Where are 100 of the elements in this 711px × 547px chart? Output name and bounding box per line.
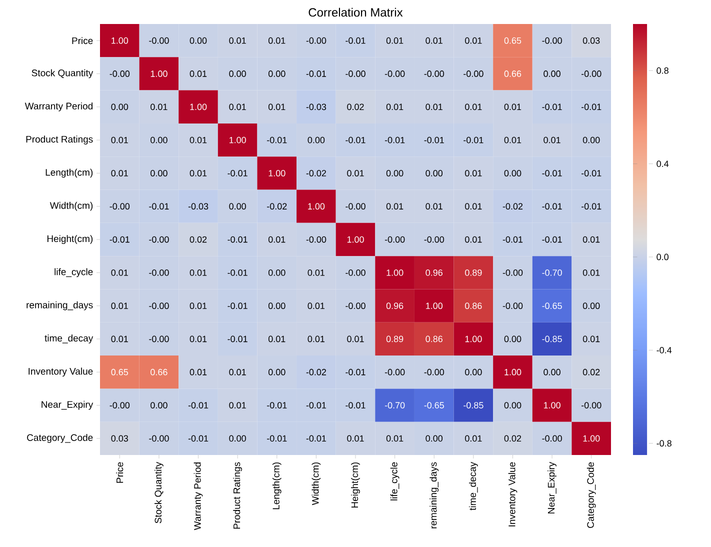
data-label: -0.00 (384, 368, 405, 376)
data-label: 0.00 (426, 170, 443, 176)
data-label: -0.70 (542, 269, 562, 276)
data-label: 0.89 (386, 336, 404, 342)
data-label: 0.00 (268, 269, 286, 276)
y-tick-label: Category_Code (27, 434, 93, 443)
data-label: 0.01 (308, 336, 325, 342)
data-label: -0.00 (502, 269, 523, 276)
data-label: 0.00 (268, 302, 286, 310)
data-label: 0.01 (347, 435, 364, 442)
color-bar-label: -0.4 (656, 346, 672, 354)
data-label: -0.01 (346, 37, 366, 44)
data-label: 1.00 (112, 37, 128, 44)
data-label: 0.03 (111, 435, 128, 442)
data-label: 0.01 (190, 368, 207, 376)
y-tick-label: time_decay (44, 334, 94, 344)
data-label: 0.86 (465, 302, 482, 310)
data-label: 0.01 (111, 170, 128, 176)
data-label: 0.01 (111, 136, 128, 144)
data-label: 0.01 (190, 336, 207, 342)
data-label: 1.00 (230, 136, 246, 144)
data-label: 0.00 (308, 136, 325, 144)
data-label: 0.02 (582, 368, 600, 376)
data-label: 0.01 (582, 236, 600, 243)
data-label: 0.02 (347, 104, 364, 110)
data-label: 0.00 (111, 104, 128, 110)
x-tick-label: Category_Code (586, 462, 596, 528)
y-tick-label: Near_Expiry (42, 400, 94, 410)
data-label: 0.01 (386, 104, 404, 110)
data-label: 0.01 (190, 170, 207, 176)
data-label: 0.00 (544, 70, 560, 77)
color-bar-label: 0.0 (656, 254, 669, 260)
data-label: 0.01 (268, 336, 286, 342)
data-label: 0.65 (111, 368, 128, 376)
data-label: 0.01 (111, 302, 128, 310)
data-label: -0.00 (149, 37, 169, 44)
data-label: -0.01 (346, 136, 366, 144)
data-label: -0.00 (346, 70, 366, 77)
data-label: 0.96 (426, 269, 442, 276)
y-tick-label: Length(cm) (46, 168, 93, 178)
data-label: 0.00 (582, 302, 600, 310)
x-tick-label: Width(cm) (312, 462, 321, 506)
data-label: -0.00 (424, 70, 444, 77)
data-label: -0.02 (306, 170, 326, 176)
data-label: -0.01 (306, 435, 326, 442)
data-label: -0.01 (228, 269, 248, 276)
data-label: 0.01 (465, 170, 482, 176)
data-label: 0.01 (190, 269, 207, 276)
data-label: -0.00 (384, 70, 405, 77)
data-label: -0.00 (149, 269, 169, 276)
data-label: -0.01 (424, 136, 444, 144)
data-label: 0.01 (582, 269, 600, 276)
data-label: 0.01 (229, 402, 246, 408)
data-label: -0.01 (582, 104, 602, 110)
data-label: 1.00 (150, 70, 168, 77)
y-tick-label: Inventory Value (28, 368, 93, 377)
data-label: -0.01 (582, 170, 602, 176)
data-label: -0.00 (149, 435, 169, 442)
data-label: -0.01 (464, 136, 484, 144)
data-label: -0.01 (228, 236, 248, 243)
data-label: -0.65 (424, 402, 444, 408)
data-label: -0.02 (502, 203, 523, 210)
data-label: -0.01 (188, 402, 208, 408)
data-label: -0.03 (306, 104, 326, 110)
data-label: -0.01 (542, 236, 562, 243)
data-label: 0.01 (504, 136, 522, 144)
data-label: 0.01 (347, 170, 364, 176)
data-label: -0.85 (542, 336, 562, 342)
data-label: 0.01 (111, 269, 128, 276)
data-label: -0.01 (228, 302, 248, 310)
data-label: 0.01 (308, 302, 325, 310)
data-label: 0.01 (426, 203, 442, 210)
data-label: 0.00 (150, 402, 168, 408)
y-tick-label: Height(cm) (47, 235, 93, 244)
color-bar-label: 0.8 (656, 67, 668, 74)
data-label: -0.00 (502, 302, 523, 310)
data-label: 0.86 (426, 336, 442, 342)
data-label: 0.01 (190, 302, 207, 310)
data-label: 0.00 (582, 136, 600, 144)
data-label: 0.66 (150, 368, 168, 376)
data-label: 0.00 (544, 368, 560, 376)
data-label: 0.00 (268, 70, 286, 77)
data-label: 0.01 (150, 104, 168, 110)
color-bar-label: 0.4 (656, 160, 669, 167)
data-label: 0.01 (386, 37, 404, 44)
y-tick-label: Stock Quantity (32, 69, 94, 78)
data-label: -0.01 (582, 203, 602, 210)
data-label: 0.01 (347, 336, 364, 342)
data-label: 0.01 (229, 37, 246, 44)
data-label: 0.89 (465, 269, 482, 276)
data-label: -0.00 (149, 236, 169, 243)
data-label: -0.01 (346, 368, 366, 376)
data-label: 0.00 (504, 402, 522, 408)
data-label: -0.00 (464, 70, 484, 77)
data-label: -0.00 (346, 203, 366, 210)
data-label: 0.00 (150, 136, 168, 144)
data-label: 0.01 (465, 37, 482, 44)
data-label: 0.00 (504, 336, 522, 342)
data-label: -0.00 (582, 402, 602, 408)
x-tick-label: Price (116, 462, 124, 483)
